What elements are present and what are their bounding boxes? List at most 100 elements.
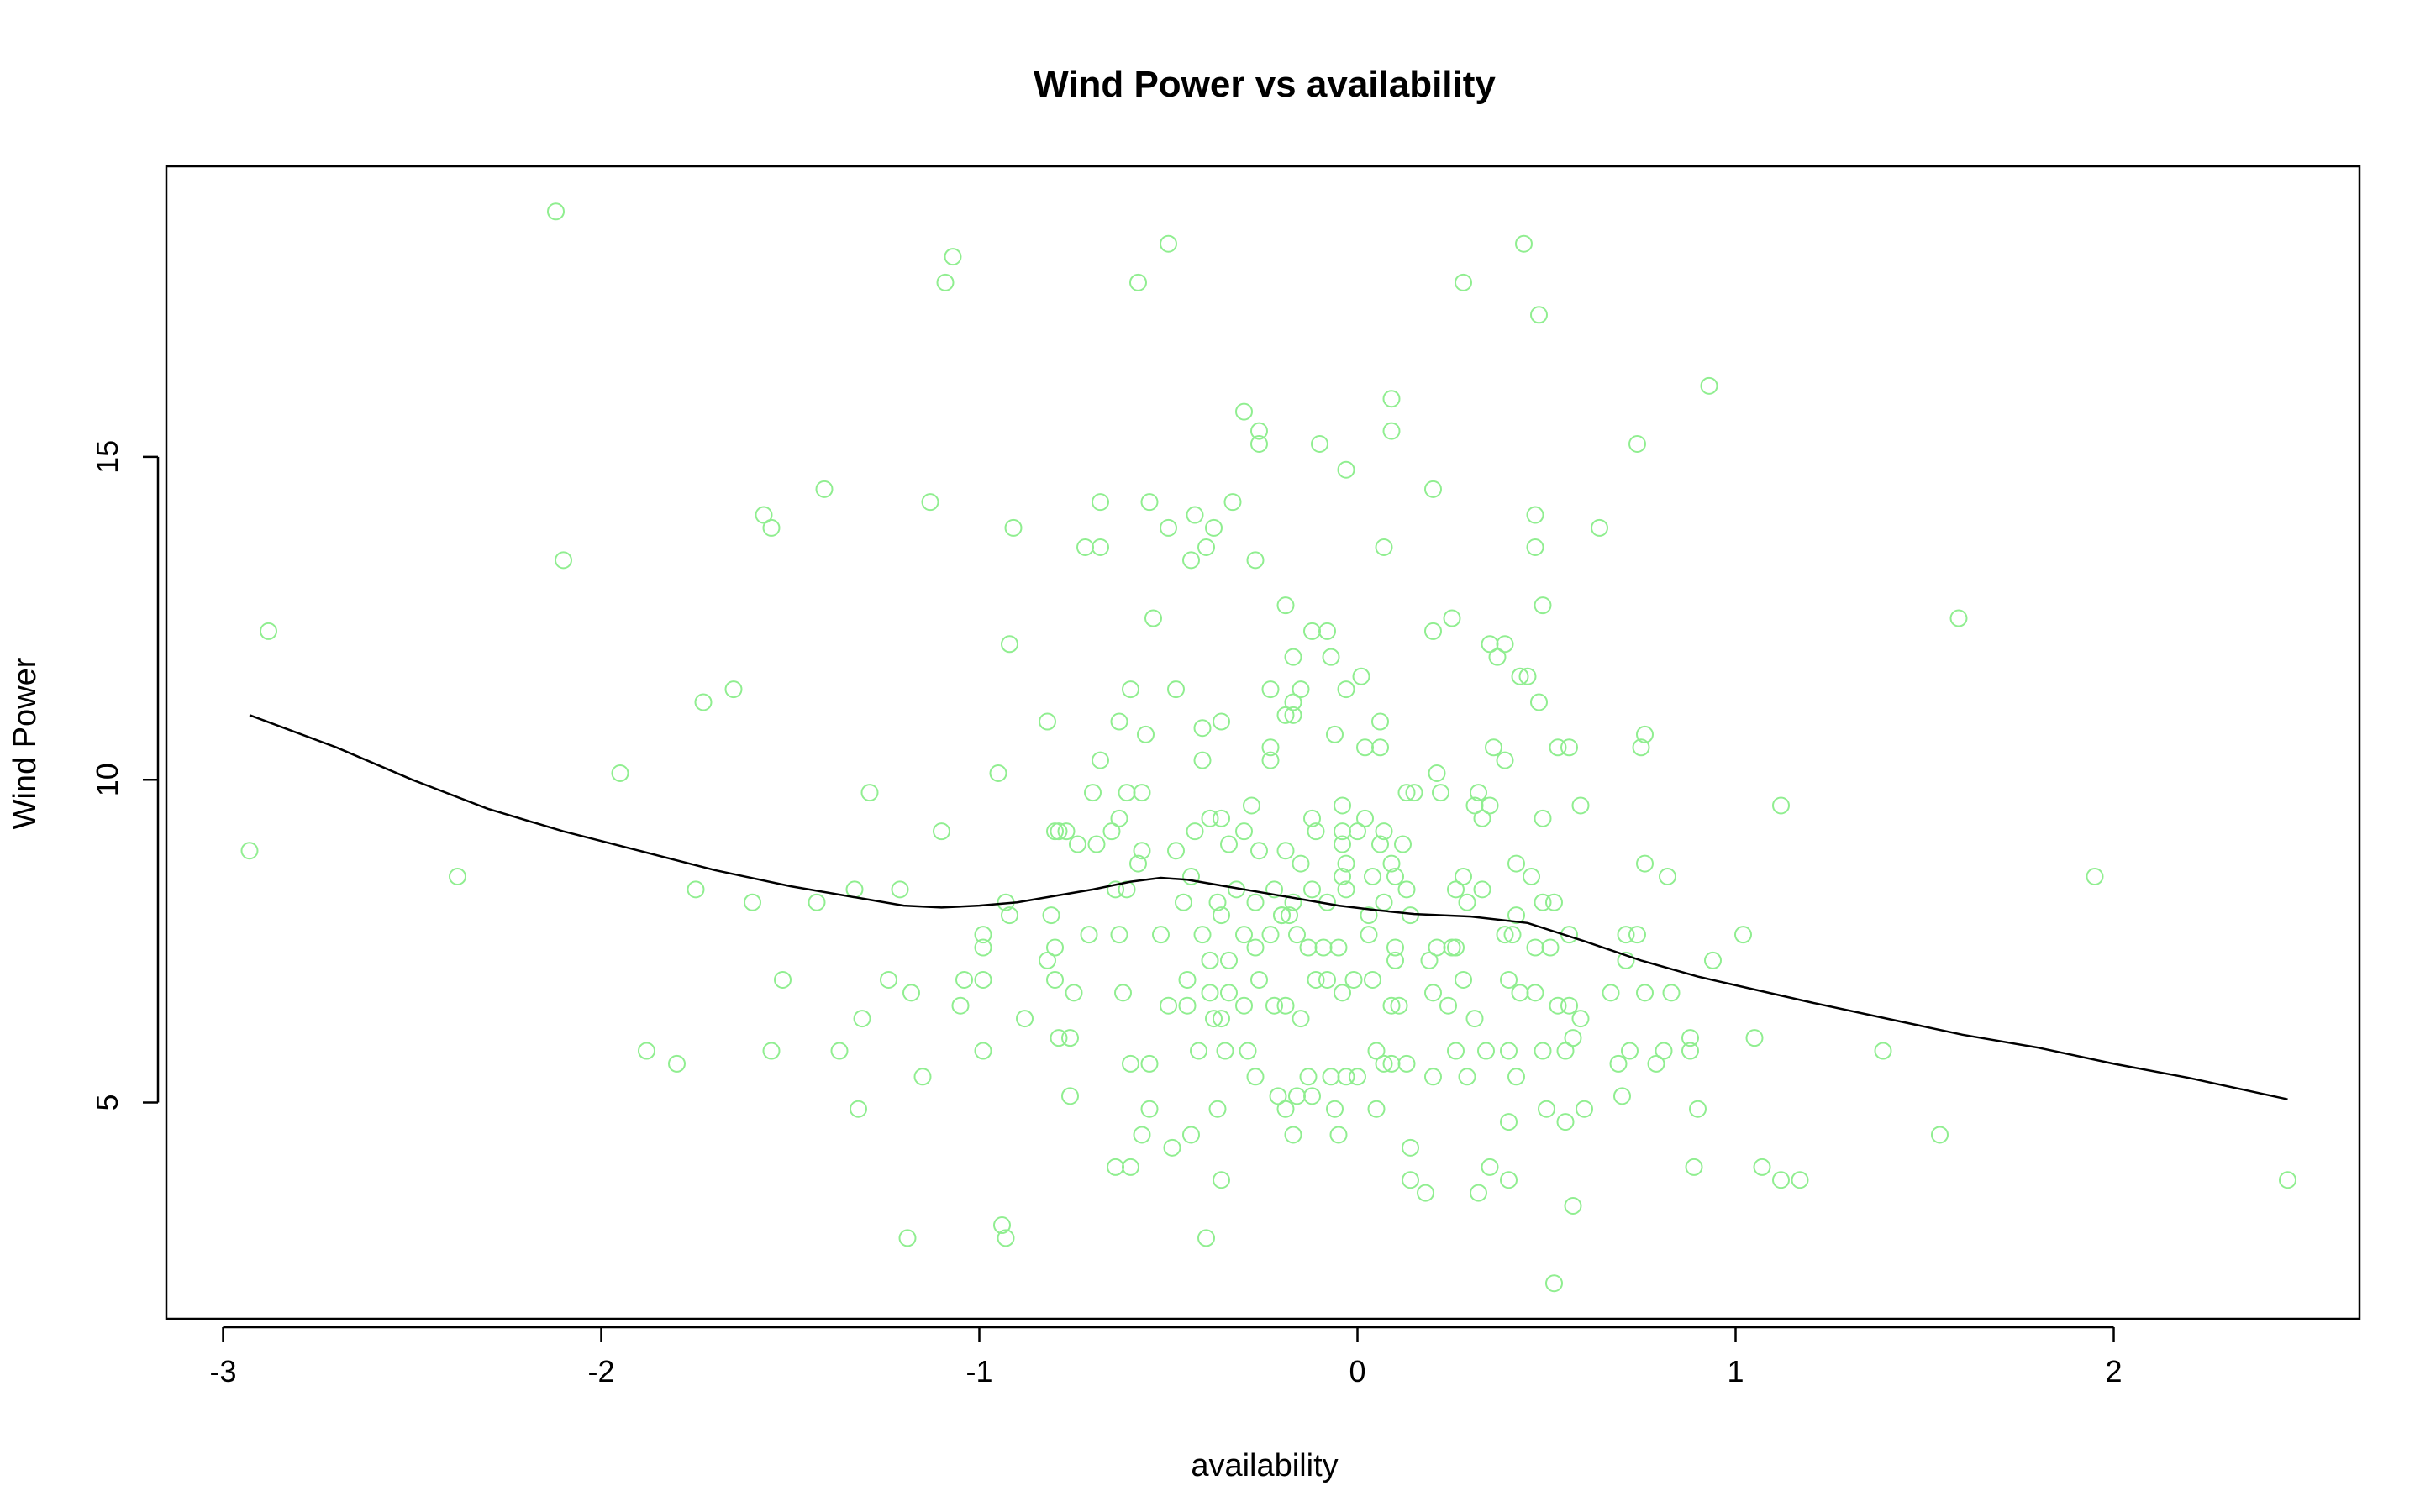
data-point	[1496, 751, 1514, 769]
data-point	[1617, 926, 1635, 944]
data-point	[1122, 1054, 1139, 1073]
data-point	[762, 518, 781, 537]
data-point	[1284, 648, 1302, 666]
data-point	[1250, 970, 1268, 989]
data-point	[1375, 822, 1393, 841]
data-point	[1314, 938, 1333, 957]
data-point	[1655, 1042, 1673, 1060]
data-point	[1122, 680, 1139, 699]
data-point	[1477, 1042, 1495, 1060]
data-point	[997, 1229, 1015, 1247]
data-point	[1239, 1042, 1257, 1060]
data-point	[1632, 738, 1650, 757]
data-point	[1473, 880, 1491, 899]
data-point	[1344, 970, 1363, 989]
data-point	[1299, 1068, 1318, 1086]
data-point	[1133, 1126, 1151, 1144]
data-point	[1424, 1068, 1442, 1086]
data-point	[1455, 273, 1472, 291]
data-point	[2279, 1171, 2296, 1189]
data-point	[1288, 1087, 1306, 1105]
data-point	[853, 1010, 871, 1028]
data-point	[1455, 867, 1472, 885]
data-point	[1545, 893, 1563, 911]
data-point	[1235, 402, 1253, 421]
data-point	[1201, 951, 1219, 969]
data-point	[1931, 1126, 1949, 1144]
data-point	[1526, 938, 1544, 957]
data-point	[974, 1042, 992, 1060]
data-point	[755, 506, 773, 524]
data-point	[1084, 784, 1102, 802]
data-point	[694, 693, 713, 711]
data-point	[1394, 835, 1412, 853]
data-point	[1246, 551, 1265, 570]
data-point	[1160, 996, 1177, 1015]
data-point	[240, 842, 259, 860]
data-point	[724, 680, 743, 699]
data-point	[1352, 667, 1370, 685]
data-point	[1050, 822, 1068, 841]
data-point	[808, 893, 826, 911]
data-point	[1571, 1010, 1590, 1028]
data-point	[1337, 880, 1355, 899]
data-point	[1549, 738, 1567, 757]
data-point	[1114, 984, 1132, 1002]
data-point	[1137, 725, 1155, 743]
data-point	[1402, 1138, 1419, 1157]
data-point	[1636, 725, 1654, 743]
data-point	[1375, 538, 1393, 556]
data-point	[547, 202, 565, 221]
data-point	[1526, 506, 1544, 524]
data-point	[1216, 1042, 1234, 1060]
data-point	[1276, 596, 1295, 615]
y-tick-label: 15	[90, 440, 124, 474]
data-point	[1061, 1087, 1079, 1105]
data-point	[951, 996, 970, 1015]
data-point	[1092, 751, 1109, 769]
data-point	[1235, 926, 1253, 944]
y-tick-label: 10	[90, 763, 124, 796]
data-point	[1564, 1029, 1582, 1047]
data-point	[1213, 809, 1230, 827]
x-tick-label: 2	[2105, 1354, 2122, 1389]
data-point	[1213, 1010, 1230, 1028]
data-point	[1307, 970, 1325, 989]
data-point	[1458, 1068, 1476, 1086]
data-point	[1001, 635, 1018, 654]
data-point	[1432, 784, 1449, 802]
data-point	[845, 880, 864, 899]
data-point	[687, 880, 705, 899]
data-point	[1322, 648, 1340, 666]
data-point	[1564, 1196, 1582, 1215]
x-tick-label: -3	[209, 1354, 236, 1389]
data-point	[1447, 1042, 1465, 1060]
data-point	[1685, 1158, 1703, 1176]
data-point	[880, 970, 897, 989]
data-point	[1659, 867, 1676, 885]
data-point	[1186, 822, 1204, 841]
data-point	[1050, 1029, 1068, 1047]
data-point	[1518, 667, 1537, 685]
data-point	[1288, 926, 1306, 944]
data-point	[1507, 1068, 1525, 1086]
data-point	[1367, 1100, 1386, 1118]
data-point	[1292, 1010, 1310, 1028]
data-point	[1160, 234, 1177, 253]
data-point	[974, 970, 992, 989]
x-tick-label: 1	[1727, 1354, 1744, 1389]
data-point	[1753, 1158, 1771, 1176]
data-point	[1356, 809, 1374, 827]
data-point	[1076, 538, 1094, 556]
data-point	[1110, 712, 1128, 731]
data-point	[1337, 854, 1355, 873]
data-point	[1481, 1158, 1499, 1176]
data-point	[1201, 984, 1219, 1002]
data-point	[1526, 538, 1544, 556]
data-point	[1375, 1054, 1393, 1073]
data-point	[1473, 809, 1491, 827]
data-point	[1549, 996, 1567, 1015]
data-point	[1069, 835, 1086, 853]
data-point	[1386, 938, 1404, 957]
data-point	[1772, 1171, 1790, 1189]
